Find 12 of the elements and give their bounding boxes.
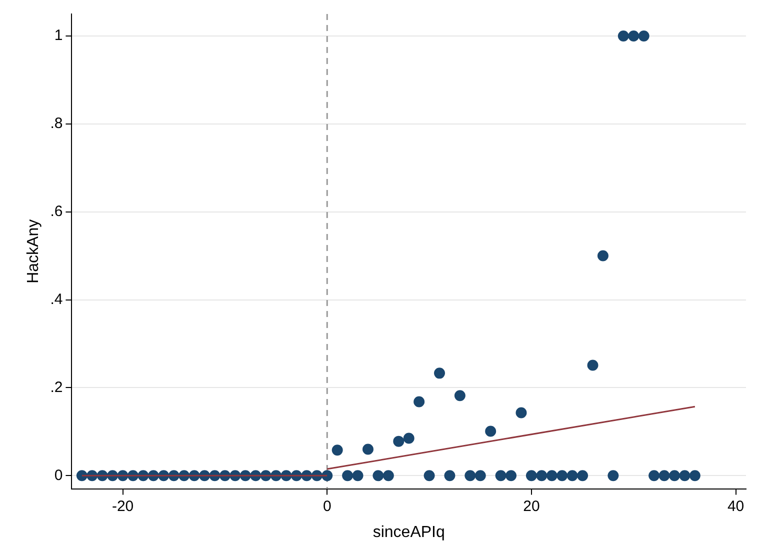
x-tick-label: 40 <box>727 498 744 515</box>
x-tick-label: 20 <box>523 498 540 515</box>
y-tick-label: .6 <box>50 202 63 220</box>
x-axis-title: sinceAPIq <box>372 524 445 541</box>
x-tick-label: -20 <box>112 498 134 515</box>
y-tick-label: 1 <box>54 27 63 44</box>
y-tick-label: 0 <box>54 466 63 484</box>
y-tick-label: .4 <box>50 290 63 308</box>
y-tick-label: .8 <box>50 115 63 132</box>
y-axis-title: HackAny <box>25 219 42 284</box>
y-tick-label: .2 <box>50 378 63 396</box>
x-tick-label: 0 <box>322 498 332 515</box>
